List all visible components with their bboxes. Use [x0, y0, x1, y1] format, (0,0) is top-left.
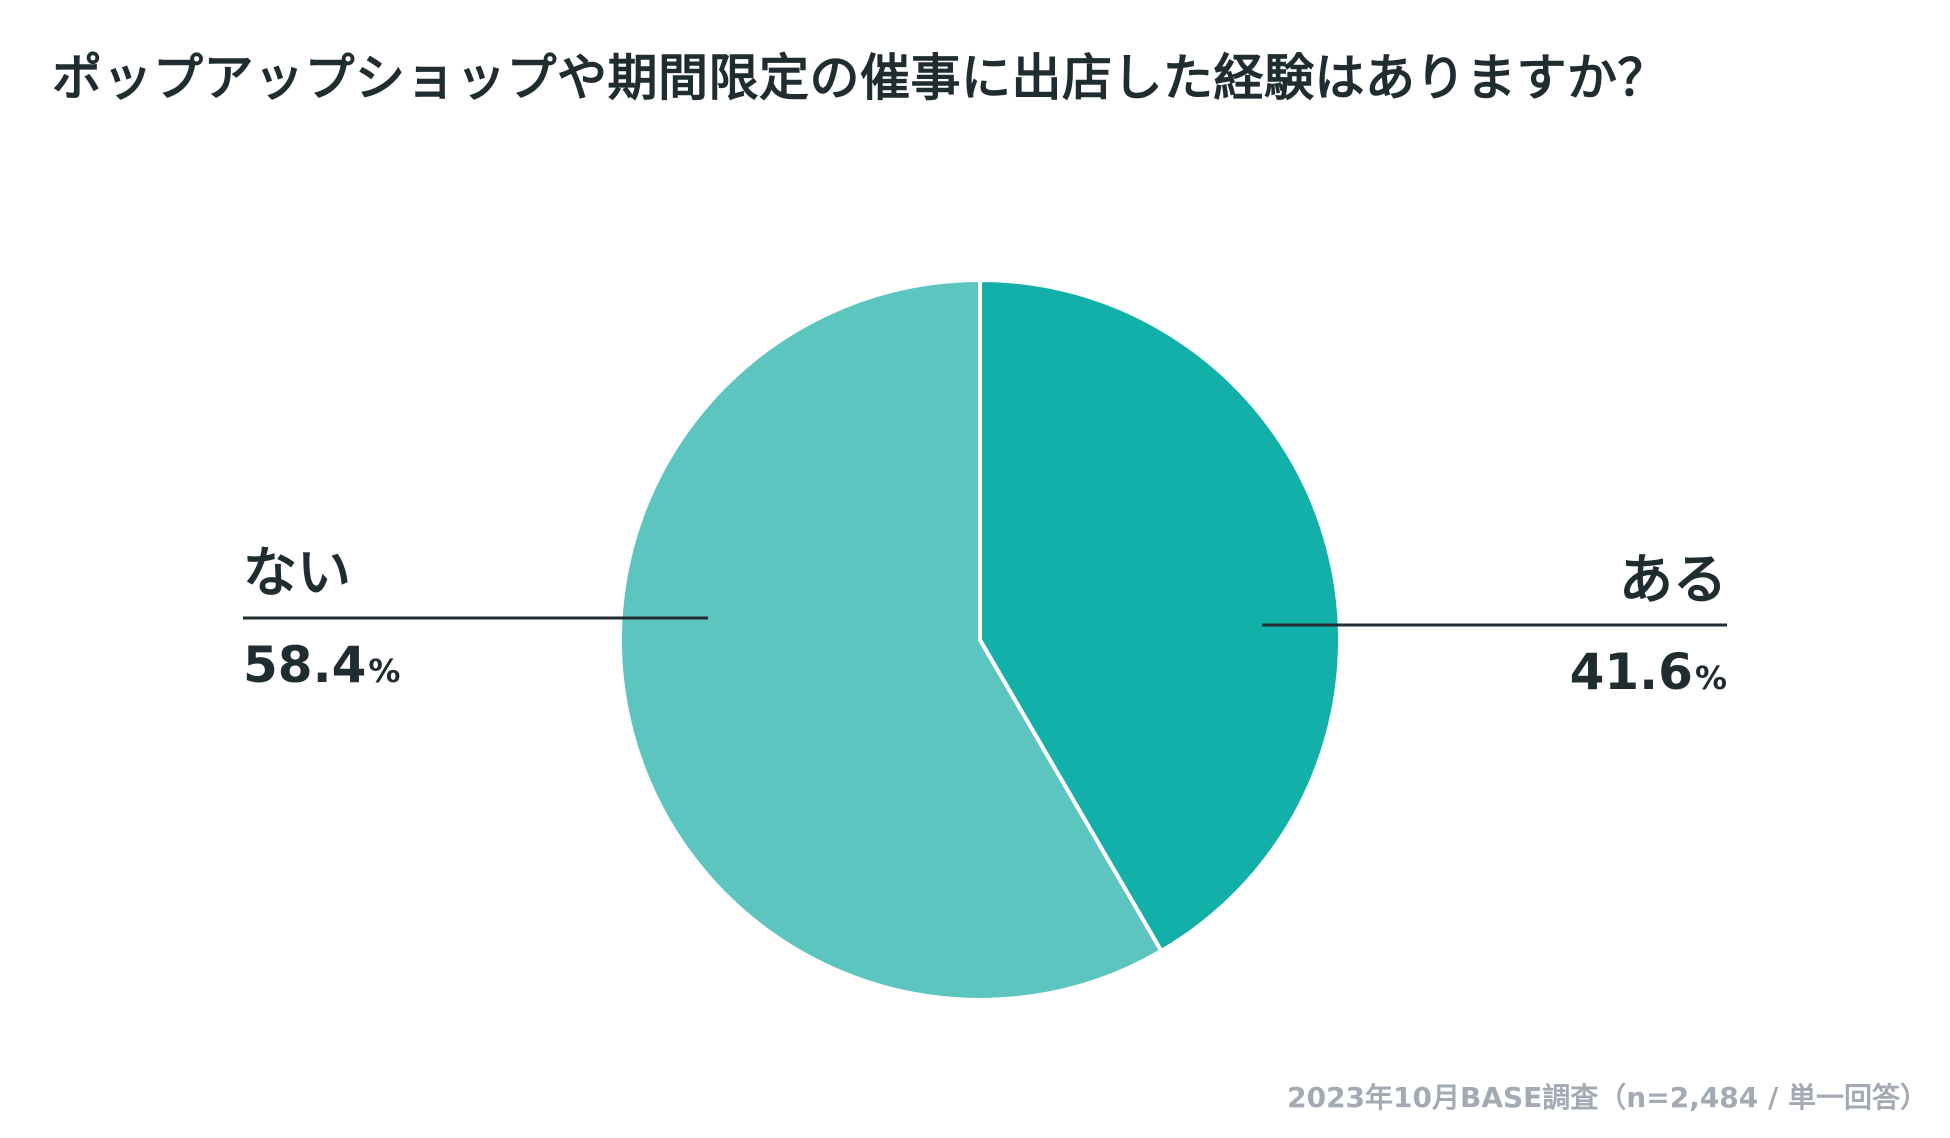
- pie-slice-aru: [978, 278, 1342, 954]
- label-block-nai: ない: [243, 546, 351, 600]
- slice-label-nai: ない: [243, 541, 351, 604]
- pie-slice-nai: [617, 278, 1164, 1002]
- slice-label-aru: ある: [1619, 548, 1727, 611]
- slice-value-aru: 41.6%: [1569, 643, 1727, 701]
- chart-title: ポップアップショップや期間限定の催事に出店した経験はありますか？: [52, 49, 1668, 107]
- value-block-aru: 41.6%: [1570, 647, 1727, 697]
- value-block-nai: 58.4%: [243, 640, 400, 690]
- source-footnote: 2023年10月BASE調査（n=2,484 / 単一回答）: [1287, 1081, 1928, 1114]
- label-block-aru: ある: [1619, 553, 1727, 607]
- slice-value-nai: 58.4%: [243, 636, 401, 694]
